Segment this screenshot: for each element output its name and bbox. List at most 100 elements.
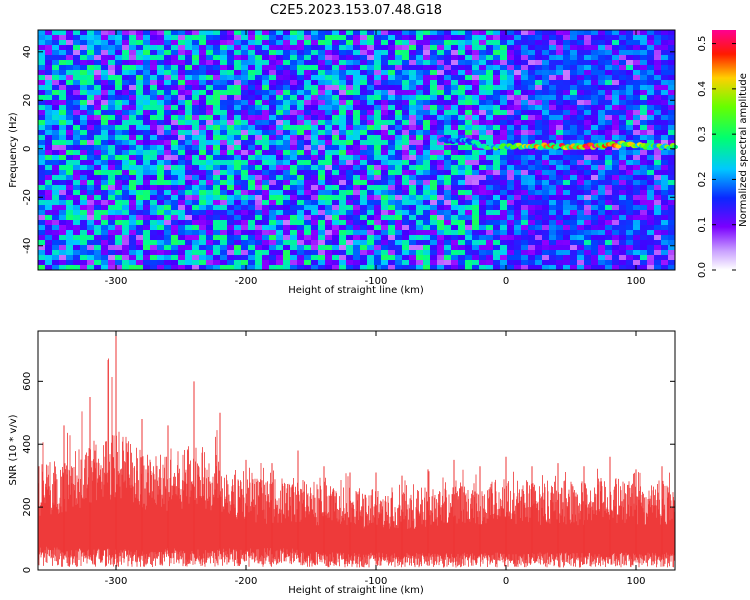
heatmap-cell <box>255 235 262 240</box>
heatmap-cell <box>73 60 80 65</box>
heatmap-cell <box>619 50 626 55</box>
heatmap-cell <box>570 35 577 40</box>
heatmap-cell <box>87 240 94 245</box>
heatmap-cell <box>87 260 94 265</box>
heatmap-cell <box>577 255 584 260</box>
heatmap-cell <box>367 260 374 265</box>
heatmap-cell <box>423 170 430 175</box>
heatmap-cell <box>416 115 423 120</box>
heatmap-cell <box>52 235 59 240</box>
heatmap-cell <box>570 225 577 230</box>
heatmap-cell <box>661 170 668 175</box>
heatmap-cell <box>612 35 619 40</box>
heatmap-cell <box>521 215 528 220</box>
heatmap-cell <box>367 200 374 205</box>
heatmap-cell <box>241 40 248 45</box>
heatmap-cell <box>171 75 178 80</box>
heatmap-cell <box>598 90 605 95</box>
heatmap-cell <box>80 260 87 265</box>
heatmap-cell <box>507 260 514 265</box>
heatmap-cell <box>458 265 465 270</box>
heatmap-cell <box>38 105 45 110</box>
heatmap-cell <box>171 175 178 180</box>
heatmap-cell <box>255 160 262 165</box>
heatmap-cell <box>73 85 80 90</box>
heatmap-cell <box>591 135 598 140</box>
heatmap-cell <box>668 205 675 210</box>
heatmap-cell <box>381 255 388 260</box>
heatmap-cell <box>444 60 451 65</box>
heatmap-cell <box>451 75 458 80</box>
heatmap-cell <box>206 170 213 175</box>
heatmap-cell <box>661 220 668 225</box>
heatmap-cell <box>633 45 640 50</box>
heatmap-cell <box>332 75 339 80</box>
heatmap-cell <box>661 60 668 65</box>
heatmap-cell <box>290 215 297 220</box>
heatmap-cell <box>304 50 311 55</box>
heatmap-cell <box>157 110 164 115</box>
heatmap-cell <box>549 220 556 225</box>
heatmap-cell <box>290 130 297 135</box>
heatmap-cell <box>325 55 332 60</box>
heatmap-cell <box>66 155 73 160</box>
heatmap-cell <box>535 200 542 205</box>
heatmap-cell <box>507 150 514 155</box>
heatmap-cell <box>346 45 353 50</box>
heatmap-cell <box>66 40 73 45</box>
heatmap-cell <box>248 75 255 80</box>
heatmap-cell <box>304 210 311 215</box>
heatmap-cell <box>570 75 577 80</box>
heatmap-cell <box>444 265 451 270</box>
heatmap-cell <box>213 260 220 265</box>
heatmap-cell <box>143 155 150 160</box>
heatmap-cell <box>451 190 458 195</box>
heatmap-cell <box>87 85 94 90</box>
heatmap-cell <box>472 230 479 235</box>
heatmap-cell <box>45 185 52 190</box>
heatmap-cell <box>150 265 157 270</box>
heatmap-cell <box>619 265 626 270</box>
heatmap-cell <box>220 80 227 85</box>
heatmap-cell <box>150 160 157 165</box>
heatmap-cell <box>654 190 661 195</box>
heatmap-cell <box>395 220 402 225</box>
y-tick-label: -20 <box>22 189 33 205</box>
heatmap-cell <box>45 45 52 50</box>
heatmap-cell <box>255 255 262 260</box>
heatmap-cell <box>206 115 213 120</box>
heatmap-cell <box>80 240 87 245</box>
heatmap-cell <box>430 260 437 265</box>
heatmap-cell <box>409 60 416 65</box>
heatmap-cell <box>136 250 143 255</box>
heatmap-cell <box>136 70 143 75</box>
heatmap-cell <box>59 200 66 205</box>
y-tick-label: -40 <box>22 238 33 254</box>
heatmap-cell <box>143 35 150 40</box>
heatmap-cell <box>402 55 409 60</box>
heatmap-cell <box>185 260 192 265</box>
heatmap-cell <box>157 180 164 185</box>
heatmap-cell <box>241 135 248 140</box>
heatmap-cell <box>542 175 549 180</box>
heatmap-cell <box>143 90 150 95</box>
heatmap-cell <box>647 230 654 235</box>
heatmap-cell <box>94 75 101 80</box>
heatmap-cell <box>332 220 339 225</box>
heatmap-cell <box>430 75 437 80</box>
heatmap-cell <box>150 100 157 105</box>
heatmap-cell <box>199 155 206 160</box>
heatmap-cell <box>423 195 430 200</box>
heatmap-cell <box>290 120 297 125</box>
heatmap-cell <box>45 50 52 55</box>
heatmap-cell <box>220 100 227 105</box>
heatmap-cell <box>129 160 136 165</box>
heatmap-cell <box>178 265 185 270</box>
heatmap-cell <box>640 120 647 125</box>
heatmap-cell <box>577 240 584 245</box>
heatmap-cell <box>577 180 584 185</box>
heatmap-cell <box>199 255 206 260</box>
heatmap-cell <box>276 120 283 125</box>
heatmap-cell <box>563 225 570 230</box>
heatmap-cell <box>514 140 521 145</box>
